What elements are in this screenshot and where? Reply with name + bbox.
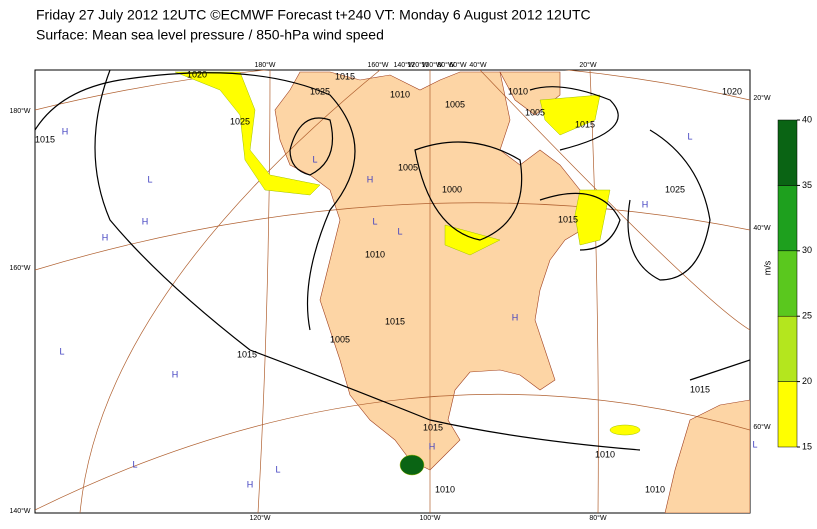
colorbar: m/s <box>762 260 772 275</box>
graticule-label: 20°W <box>579 61 597 69</box>
contour-label: 1015 <box>575 119 595 129</box>
contour-label: 1005 <box>398 162 418 172</box>
pressure-centre: H <box>62 126 69 136</box>
graticule-label: 140°W <box>9 507 30 515</box>
contour-label: 1005 <box>525 107 545 117</box>
colorbar-tick-label: 30 <box>802 245 812 255</box>
pressure-centre: H <box>142 216 149 226</box>
colorbar-tick-label: 35 <box>802 180 812 190</box>
header-line: Surface: Mean sea level pressure / 850-h… <box>36 27 384 43</box>
pressure-centre: L <box>132 459 137 469</box>
contour-label: 1025 <box>310 86 330 96</box>
graticule-label: 160°W <box>367 61 388 69</box>
contour-label: 1020 <box>187 69 207 79</box>
graticule-label: 140°W <box>393 61 414 69</box>
colorbar-tick-label: 15 <box>802 441 812 451</box>
graticule-label: 80°W <box>589 514 607 522</box>
graticule-label: 60°W <box>753 423 771 431</box>
pressure-centre: H <box>247 479 254 489</box>
contour-label: 1025 <box>230 116 250 126</box>
contour-label: 1025 <box>665 184 685 194</box>
contour-label: 1010 <box>645 484 665 494</box>
graticule-label: 40°W <box>753 224 771 232</box>
pressure-centre: L <box>147 174 152 184</box>
contour-label: 1020 <box>722 86 742 96</box>
pressure-centre: L <box>372 216 377 226</box>
graticule-label: 180°W <box>254 61 275 69</box>
contour-label: 1015 <box>35 134 55 144</box>
pressure-centre: L <box>397 226 402 236</box>
colorbar-tick-label: 40 <box>802 114 812 124</box>
contour-label: 1015 <box>558 214 578 224</box>
contour-label: 1010 <box>390 89 410 99</box>
colorbar-unit: m/s <box>762 260 772 275</box>
pressure-centre: H <box>367 174 374 184</box>
graticule-label: 20°W <box>753 94 771 102</box>
graticule-label: 160°W <box>9 264 30 272</box>
contour-label: 1015 <box>690 384 710 394</box>
pressure-centre: L <box>312 154 317 164</box>
pressure-centre: L <box>275 464 280 474</box>
graticule <box>35 70 750 513</box>
isobars <box>35 70 750 451</box>
contour-label: 1015 <box>385 316 405 326</box>
contour-label: 1000 <box>442 184 462 194</box>
contour-label: 1015 <box>335 71 355 81</box>
pressure-centre: L <box>687 131 692 141</box>
contour-label: 1010 <box>508 86 528 96</box>
pressure-centre: L <box>59 346 64 356</box>
graticule-label: 100°W <box>419 514 440 522</box>
colorbar-band <box>777 119 798 186</box>
colorbar-band <box>777 315 798 382</box>
land-north-america <box>274 71 601 471</box>
contour-label: 1010 <box>435 484 455 494</box>
graticule-label: 60°W <box>449 61 467 69</box>
colorbar-tick-label: 20 <box>802 376 812 386</box>
contour-label: 1005 <box>330 334 350 344</box>
contour-label: 1005 <box>445 99 465 109</box>
contour-label: 1015 <box>423 422 443 432</box>
pressure-centre: H <box>102 232 109 242</box>
pressure-centre: H <box>642 199 649 209</box>
wind-areas <box>174 71 641 476</box>
pressure-centre: L <box>752 439 757 449</box>
graticule-label: 80°W <box>437 61 455 69</box>
colorbar-tick-label: 25 <box>802 311 812 321</box>
graticule-label: 40°W <box>469 61 487 69</box>
map <box>34 69 751 514</box>
colorbar-band <box>777 381 798 448</box>
graticule-label: 180°W <box>9 107 30 115</box>
pressure-centre: H <box>172 369 179 379</box>
header-line: Friday 27 July 2012 12UTC ©ECMWF Forecas… <box>36 7 591 23</box>
graticule-label: 120°W <box>407 61 428 69</box>
colorbar-band <box>777 185 798 252</box>
land-south-america <box>664 399 750 513</box>
graticule-label: 120°W <box>249 514 270 522</box>
contour-label: 1010 <box>595 449 615 459</box>
contour-label: 1010 <box>365 249 385 259</box>
colorbar-band <box>777 250 798 317</box>
contour-label: 1015 <box>237 349 257 359</box>
pressure-centre: H <box>512 312 519 322</box>
graticule-label: 100°W <box>421 61 442 69</box>
pressure-centre: H <box>429 441 436 451</box>
